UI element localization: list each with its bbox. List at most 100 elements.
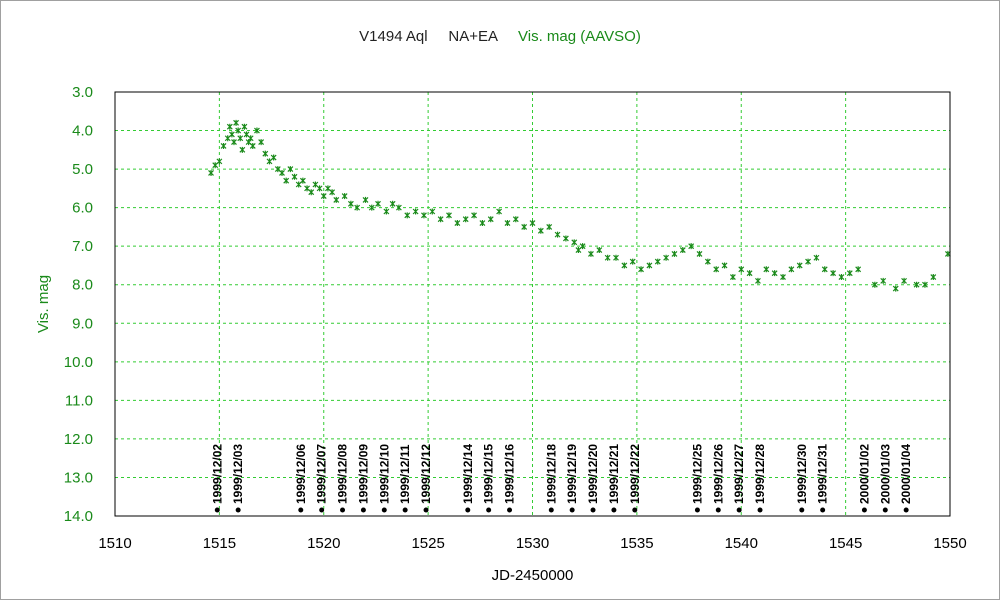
data-point bbox=[254, 127, 260, 134]
data-point-mark bbox=[231, 139, 237, 146]
x-tick-label: 1530 bbox=[516, 535, 549, 552]
date-marker-dot bbox=[757, 507, 763, 513]
data-point-mark bbox=[704, 258, 711, 265]
data-point bbox=[537, 227, 544, 234]
data-point bbox=[788, 266, 795, 273]
data-point bbox=[362, 196, 369, 203]
data-point-mark bbox=[258, 139, 265, 146]
date-marker: 1999/12/10 bbox=[377, 444, 391, 513]
data-point-mark bbox=[755, 277, 761, 284]
data-point bbox=[262, 150, 269, 157]
y-tick-label: 13.0 bbox=[64, 469, 93, 486]
date-marker-label: 2000/01/04 bbox=[899, 444, 913, 504]
data-point-mark bbox=[688, 243, 695, 250]
data-point-mark bbox=[621, 262, 628, 269]
date-marker-label: 1999/12/18 bbox=[544, 444, 558, 504]
data-point bbox=[258, 139, 265, 146]
data-point bbox=[930, 274, 937, 281]
data-point bbox=[755, 277, 761, 284]
data-point bbox=[512, 216, 519, 223]
x-tick-label: 1535 bbox=[620, 535, 653, 552]
y-axis-ticks: 3.0 4.0 5.0 6.0 7.0 8.0 9.0 10.0 11.0 12.0 13.0 14.… bbox=[64, 84, 93, 525]
data-point bbox=[554, 231, 561, 238]
date-marker-dot bbox=[214, 507, 220, 513]
data-point bbox=[437, 216, 444, 223]
grid bbox=[115, 92, 950, 516]
data-point-mark bbox=[746, 270, 753, 277]
data-point-mark bbox=[771, 270, 778, 277]
y-tick-label: 14.0 bbox=[64, 508, 93, 525]
data-point-mark bbox=[226, 123, 233, 130]
data-point-mark bbox=[846, 270, 853, 277]
data-point-mark bbox=[613, 254, 619, 261]
data-point-mark bbox=[588, 250, 594, 257]
data-point-mark bbox=[354, 204, 361, 211]
data-point bbox=[287, 166, 294, 173]
data-point-mark bbox=[368, 204, 375, 211]
data-point bbox=[688, 243, 695, 250]
data-point-mark bbox=[805, 258, 811, 265]
data-point bbox=[604, 254, 611, 261]
data-point-mark bbox=[299, 177, 306, 184]
data-point-mark bbox=[462, 216, 469, 223]
y-tick-label: 8.0 bbox=[72, 277, 93, 294]
date-marker: 1999/12/30 bbox=[795, 444, 809, 513]
data-point-mark bbox=[629, 258, 636, 265]
date-marker-label: 1999/12/26 bbox=[711, 444, 725, 504]
data-point bbox=[671, 250, 678, 257]
data-point-mark bbox=[913, 281, 920, 288]
data-point bbox=[226, 123, 233, 130]
data-point bbox=[389, 200, 396, 207]
data-point bbox=[471, 212, 477, 219]
data-point-mark bbox=[228, 131, 235, 138]
data-point bbox=[713, 266, 720, 273]
date-marker-dot bbox=[423, 507, 429, 513]
data-point bbox=[892, 285, 899, 292]
data-point bbox=[596, 247, 603, 254]
data-point bbox=[654, 258, 661, 265]
data-point bbox=[320, 193, 327, 200]
data-point-mark bbox=[788, 266, 795, 273]
date-marker: 1999/12/27 bbox=[732, 444, 746, 513]
y-axis-label: Vis. mag bbox=[35, 275, 52, 333]
data-point-mark bbox=[283, 177, 290, 184]
date-marker-dot bbox=[340, 507, 346, 513]
data-point bbox=[228, 131, 235, 138]
date-marker-label: 1999/12/20 bbox=[586, 444, 600, 504]
data-point bbox=[901, 277, 907, 284]
x-tick-label: 1515 bbox=[203, 535, 236, 552]
data-point-mark bbox=[579, 243, 586, 250]
data-point bbox=[805, 258, 811, 265]
data-point bbox=[546, 223, 553, 230]
data-point bbox=[283, 177, 290, 184]
date-marker: 1999/12/22 bbox=[628, 444, 642, 513]
data-point bbox=[696, 250, 703, 257]
data-point-mark bbox=[871, 281, 878, 288]
date-marker: 1999/12/12 bbox=[419, 444, 433, 513]
date-marker-dot bbox=[569, 507, 575, 513]
date-marker-label: 1999/12/11 bbox=[398, 444, 412, 504]
date-marker-label: 1999/12/08 bbox=[336, 444, 350, 504]
data-point bbox=[479, 220, 486, 227]
data-point-mark bbox=[671, 250, 678, 257]
y-tick-label: 10.0 bbox=[64, 354, 93, 371]
data-point-mark bbox=[241, 123, 248, 130]
data-point-mark bbox=[546, 223, 553, 230]
x-axis-label: JD-2450000 bbox=[492, 567, 574, 584]
data-point bbox=[299, 177, 306, 184]
data-point-mark bbox=[780, 274, 786, 281]
data-point bbox=[249, 142, 256, 149]
date-marker-dot bbox=[465, 507, 471, 513]
date-marker: 1999/12/26 bbox=[711, 444, 725, 513]
data-point-mark bbox=[479, 220, 486, 227]
data-point bbox=[922, 281, 928, 288]
date-marker-label: 1999/12/10 bbox=[377, 444, 391, 504]
data-point-mark bbox=[571, 239, 578, 246]
date-marker-dot bbox=[507, 507, 513, 513]
date-marker-dot bbox=[590, 507, 596, 513]
data-point-mark bbox=[262, 150, 269, 157]
data-point bbox=[496, 208, 503, 215]
data-point-mark bbox=[429, 208, 436, 215]
date-marker-label: 1999/12/14 bbox=[461, 444, 475, 504]
data-point bbox=[746, 270, 753, 277]
